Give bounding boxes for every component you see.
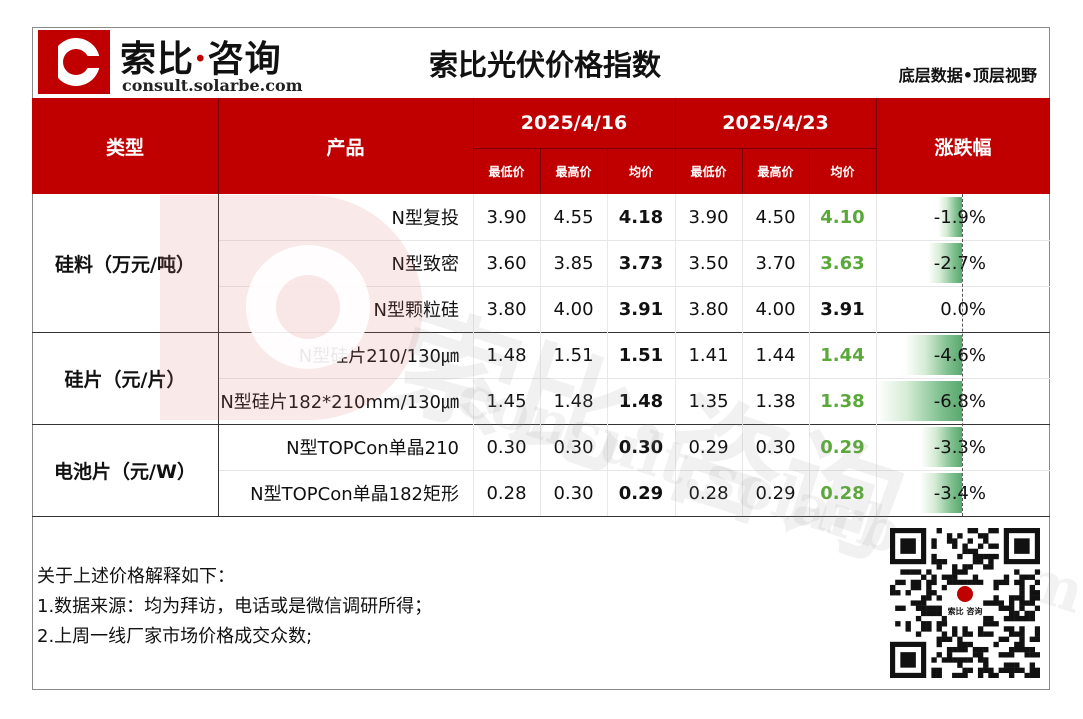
max-price-2: 0.30 <box>755 436 796 458</box>
header-date-2: 2025/4/23 <box>675 98 876 148</box>
avg-price-1: 3.73 <box>618 252 664 274</box>
slogan: 底层数据•顶层视野 <box>898 66 1037 85</box>
sub-max-1: 最高价 <box>540 148 607 194</box>
change-bar <box>919 473 962 513</box>
max-price-1: 4.00 <box>553 298 594 320</box>
min-price-1: 0.28 <box>486 482 527 504</box>
report-frame <box>32 27 1050 690</box>
avg-price-2: 3.91 <box>820 298 865 320</box>
min-price-2: 1.35 <box>688 390 729 412</box>
min-price-2: 0.28 <box>688 482 729 504</box>
brand-url: consult.solarbe.com <box>122 76 303 95</box>
avg-price-1: 0.30 <box>618 436 664 458</box>
avg-price-2: 3.63 <box>820 252 865 274</box>
change-percent: -6.8% <box>933 390 986 412</box>
min-price-1: 3.60 <box>486 252 527 274</box>
max-price-1: 0.30 <box>553 482 594 504</box>
max-price-1: 3.85 <box>553 252 594 274</box>
change-percent: -1.9% <box>933 206 986 228</box>
avg-price-1: 1.48 <box>618 390 664 412</box>
sub-avg-1: 均价 <box>607 148 675 194</box>
min-price-2: 3.80 <box>688 298 729 320</box>
change-percent: -2.7% <box>933 252 986 274</box>
product-name: N型TOPCon单晶182矩形 <box>250 484 459 505</box>
change-bar <box>877 381 962 421</box>
header-change: 涨跌幅 <box>876 98 1050 194</box>
header-product: 产品 <box>218 98 473 194</box>
max-price-2: 1.38 <box>755 390 796 412</box>
notes-line-1: 1.数据来源：均为拜访，电话或是微信调研所得； <box>37 596 433 617</box>
product-name: N型复投 <box>391 208 459 229</box>
change-zero-axis <box>962 194 963 516</box>
max-price-1: 1.51 <box>553 344 594 366</box>
min-price-2: 3.50 <box>688 252 729 274</box>
max-price-2: 0.29 <box>755 482 796 504</box>
avg-price-1: 4.18 <box>618 206 664 228</box>
product-name: N型硅片182*210mm/130㎛ <box>220 392 459 413</box>
change-bar <box>904 335 962 375</box>
product-name: N型TOPCon单晶210 <box>286 438 459 459</box>
max-price-2: 3.70 <box>755 252 796 274</box>
min-price-2: 1.41 <box>688 344 729 366</box>
category-label: 硅料（万元/吨） <box>55 253 195 276</box>
max-price-1: 0.30 <box>553 436 594 458</box>
header-type: 类型 <box>32 98 218 194</box>
avg-price-1: 1.51 <box>618 344 664 366</box>
avg-price-2: 0.29 <box>820 436 865 458</box>
qr-label: 索比 咨询 <box>948 606 983 616</box>
change-percent: -3.4% <box>933 482 986 504</box>
max-price-2: 1.44 <box>755 344 796 366</box>
header-date-1: 2025/4/16 <box>473 98 675 148</box>
category-label: 硅片（元/片） <box>64 368 186 391</box>
notes-intro: 关于上述价格解释如下： <box>37 566 235 587</box>
product-name: N型颗粒硅 <box>373 300 459 321</box>
brand-name: 索比·咨询 <box>120 38 282 80</box>
max-price-2: 4.50 <box>755 206 796 228</box>
sub-min-1: 最低价 <box>473 148 540 194</box>
min-price-1: 0.30 <box>486 436 527 458</box>
max-price-1: 1.48 <box>553 390 594 412</box>
qr-code-icon: 索比 咨询 <box>890 528 1040 678</box>
sub-avg-2: 均价 <box>809 148 876 194</box>
product-name: N型硅片210/130㎛ <box>298 346 459 367</box>
avg-price-2: 4.10 <box>820 206 865 228</box>
price-table: 类型 产品 2025/4/16 2025/4/23 涨跌幅 最低价 最高价 均价… <box>32 98 1050 517</box>
max-price-1: 4.55 <box>553 206 594 228</box>
change-bar <box>938 197 962 237</box>
min-price-1: 1.45 <box>486 390 527 412</box>
notes-line-2: 2.上周一线厂家市场价格成交众数; <box>37 626 313 647</box>
avg-price-2: 1.38 <box>820 390 865 412</box>
avg-price-2: 0.28 <box>820 482 865 504</box>
sub-max-2: 最高价 <box>742 148 809 194</box>
avg-price-1: 3.91 <box>618 298 664 320</box>
change-percent: 0.0% <box>940 298 986 320</box>
change-bar <box>920 427 962 467</box>
product-name: N型致密 <box>391 254 459 275</box>
min-price-1: 3.80 <box>486 298 527 320</box>
min-price-1: 3.90 <box>486 206 527 228</box>
change-percent: -3.3% <box>933 436 986 458</box>
sub-min-2: 最低价 <box>675 148 742 194</box>
avg-price-1: 0.29 <box>618 482 664 504</box>
change-bar <box>928 243 962 283</box>
min-price-1: 1.48 <box>486 344 527 366</box>
category-label: 电池片（元/W） <box>54 460 196 483</box>
max-price-2: 4.00 <box>755 298 796 320</box>
notes: 关于上述价格解释如下： 1.数据来源：均为拜访，电话或是微信调研所得； 2.上周… <box>37 562 432 652</box>
min-price-2: 3.90 <box>688 206 729 228</box>
change-percent: -4.6% <box>933 344 986 366</box>
page-title: 索比光伏价格指数 <box>428 48 661 82</box>
solarbe-logo-icon <box>38 30 110 94</box>
min-price-2: 0.29 <box>688 436 729 458</box>
avg-price-2: 1.44 <box>820 344 865 366</box>
